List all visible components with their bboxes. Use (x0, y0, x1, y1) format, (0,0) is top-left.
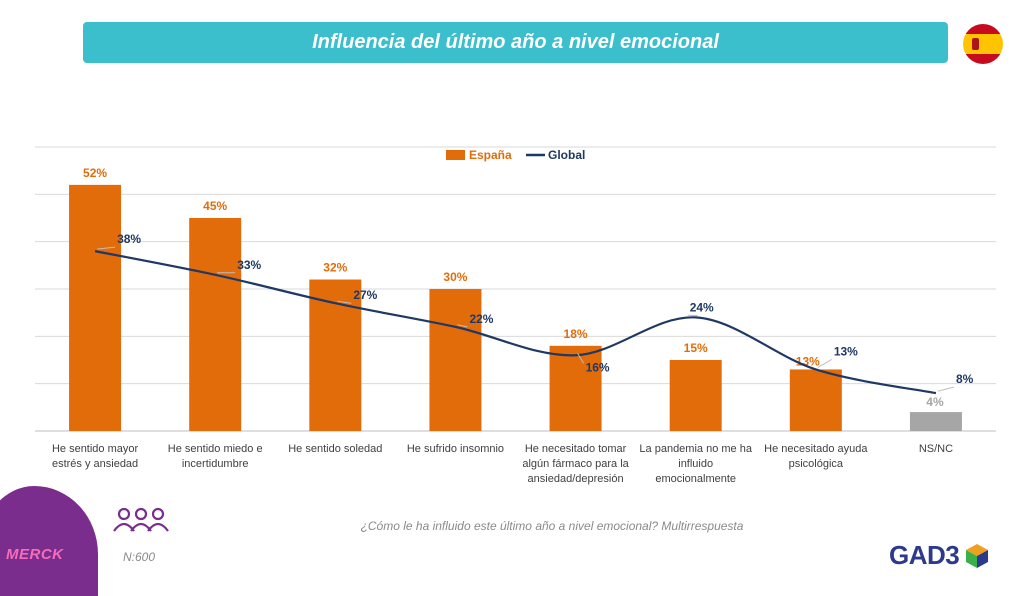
bar-label-espana: 4% (926, 395, 944, 409)
line-label-global: 38% (117, 232, 141, 246)
bar-espana (669, 360, 722, 431)
merck-logo: MERCK (6, 546, 64, 563)
data-label-leader (97, 246, 116, 250)
legend-swatch-espana (446, 150, 465, 160)
x-tick-label: He necesitado ayuda psicológica (764, 443, 868, 470)
line-label-global: 27% (353, 288, 377, 302)
bar-label-espana: 32% (323, 261, 347, 275)
chart: España Global 52% 45% 32% 30% 18% 15% 13% 4% 38% 33… (35, 146, 996, 485)
bar-label-espana: 18% (564, 327, 588, 341)
survey-question: ¿Cómo le ha influido este último año a n… (360, 519, 744, 533)
line-label-global: 16% (586, 360, 610, 374)
data-label-leader (937, 386, 955, 392)
bar-espana (309, 279, 362, 431)
legend-label-global: Global (548, 148, 585, 162)
line-global (94, 250, 937, 395)
title-bar: Influencia del último año a nivel emocio… (83, 22, 948, 63)
page-title: Influencia del último año a nivel emocio… (312, 31, 719, 53)
legend-label-espana: España (469, 148, 512, 162)
x-tick-label: La pandemia no me ha influido emocionalmen… (639, 443, 752, 485)
bar-label-espana: 30% (443, 270, 467, 284)
bar-label-espana: 45% (203, 199, 227, 213)
x-tick-label: He sentido miedo e incertidumbre (168, 443, 263, 470)
bar-espana (189, 218, 242, 431)
bar-espana (909, 412, 962, 431)
data-label-leader (457, 324, 468, 328)
line-label-global: 22% (469, 312, 493, 326)
data-label-leader (817, 359, 833, 368)
data-label-leader (577, 353, 584, 364)
line-label-global: 33% (237, 258, 261, 272)
x-tick-label: He sentido mayor estrés y ansiedad (52, 443, 139, 470)
line-label-global: 8% (956, 372, 974, 386)
legend: España Global (446, 148, 585, 162)
sample-size: N:600 (123, 550, 156, 564)
line-label-global: 13% (834, 344, 858, 358)
bar-espana (69, 184, 122, 431)
data-label-leader (337, 300, 352, 304)
bar-label-espana: 15% (684, 341, 708, 355)
x-tick-label: NS/NC (919, 443, 953, 455)
gad3-cube-icon (966, 544, 988, 568)
bar-espana (429, 289, 482, 431)
bar-label-espana: 52% (83, 166, 107, 180)
bar-espana (789, 369, 842, 431)
gad3-logo: GAD3 (889, 540, 960, 570)
brand-shape (0, 486, 98, 596)
line-label-global: 24% (690, 300, 714, 314)
x-tick-label: He sentido soledad (288, 443, 382, 455)
bar-espana (549, 345, 602, 431)
x-tick-label: He necesitado tomar algún fármaco para la… (522, 443, 629, 485)
spain-flag-icon (963, 24, 1003, 64)
people-group-icon (113, 507, 169, 532)
x-tick-label: He sufrido insomnio (407, 443, 504, 455)
